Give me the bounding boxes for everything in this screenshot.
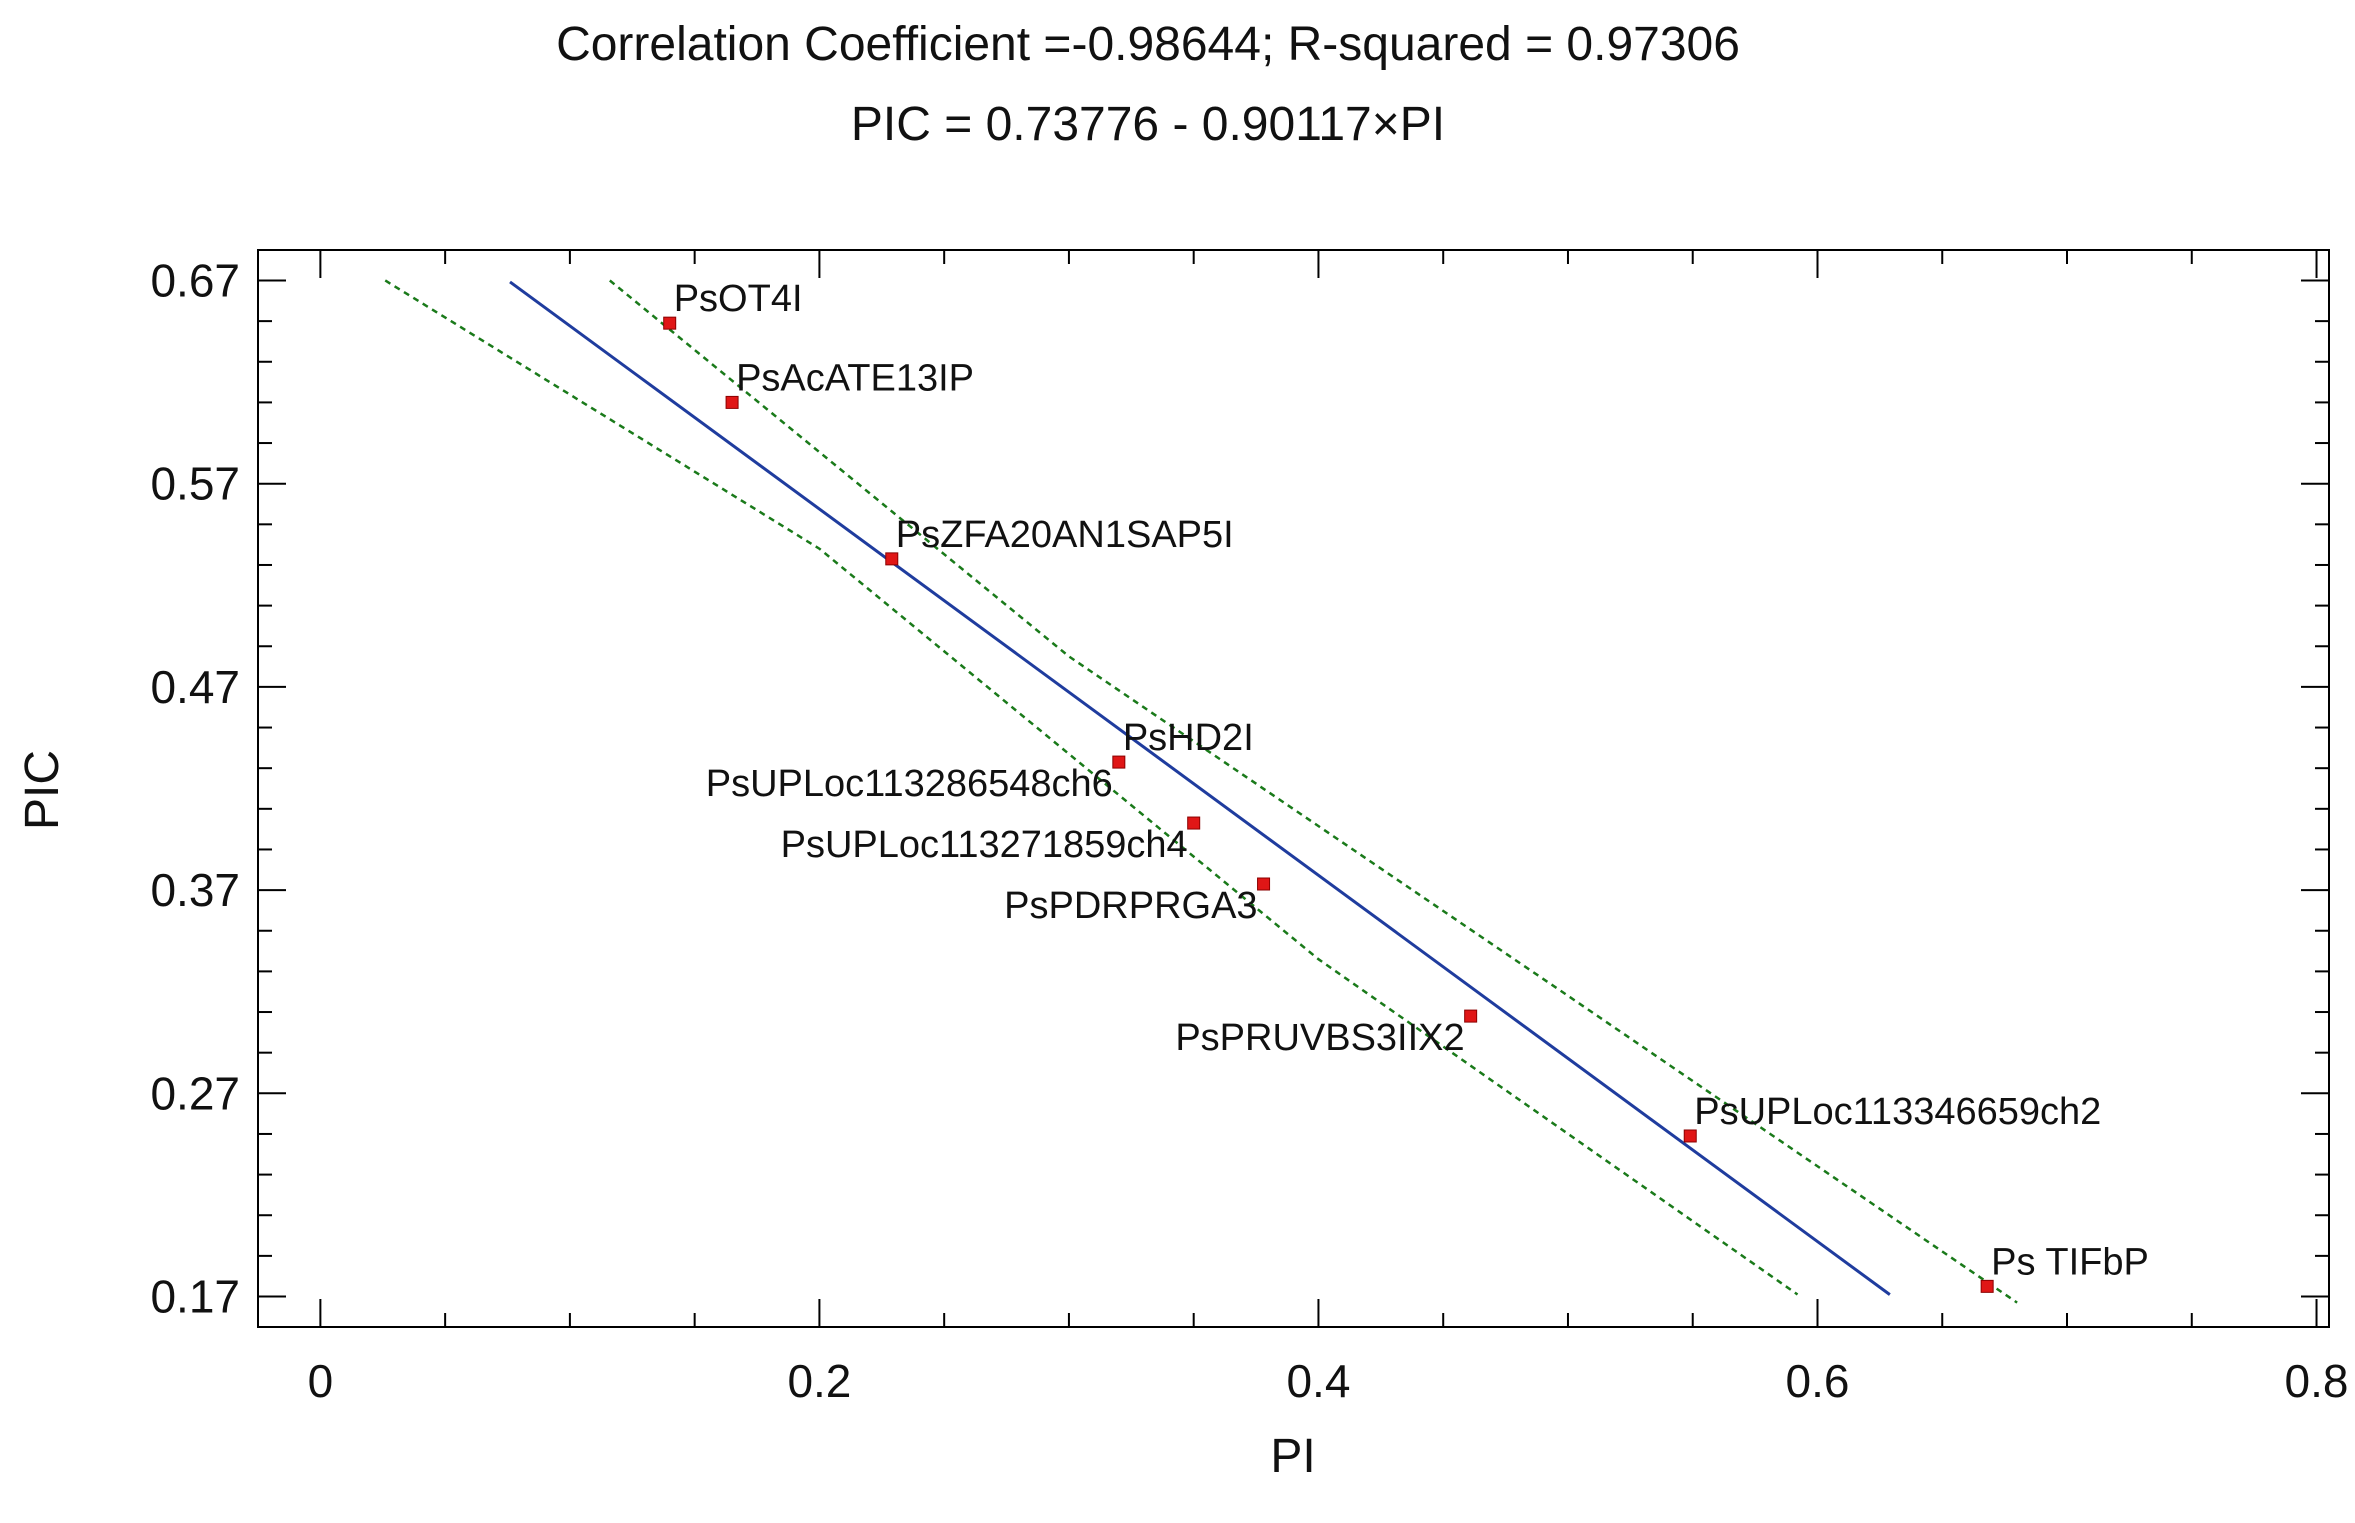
point-label: PsAcATE13IP [736, 357, 974, 399]
y-tick-label: 0.47 [150, 661, 240, 713]
x-tick-label: 0.6 [1786, 1355, 1850, 1407]
data-point [885, 552, 899, 566]
data-point [1464, 1009, 1478, 1023]
point-label: PsPDRPRGA3 [1004, 885, 1257, 927]
y-tick-label: 0.27 [150, 1067, 240, 1119]
point-labels: PsOT4IPsAcATE13IPPsZFA20AN1SAP5IPsHD2IPs… [674, 278, 2149, 1283]
chart-equation: PIC = 0.73776 - 0.90117×PI [851, 98, 1445, 151]
data-points [663, 316, 1994, 1293]
data-point [1112, 755, 1126, 769]
y-tick-label: 0.37 [150, 864, 240, 916]
x-tick-label: 0.2 [787, 1355, 851, 1407]
chart-title: Correlation Coefficient =-0.98644; R-squ… [556, 18, 1740, 71]
data-point [1257, 877, 1271, 891]
axis-ticks: 0 0.2 0.4 0.6 0.8 0.17 0.27 0.37 0.47 0.57 0.67 [150, 250, 2349, 1407]
point-label: PsUPLoc113346659ch2 [1694, 1091, 2101, 1133]
fit-line-group [509, 280, 1891, 1296]
y-tick-label: 0.57 [150, 458, 240, 510]
point-label: PsZFA20AN1SAP5I [896, 514, 1234, 556]
fit-line [509, 280, 1891, 1296]
confidence-bands [384, 279, 2018, 1304]
confidence-band-upper [609, 279, 2018, 1304]
y-axis-label: PIC [16, 750, 69, 830]
point-label: PsUPLoc113286548ch6 [706, 763, 1113, 805]
point-label: PsPRUVBS3IIX2 [1175, 1017, 1464, 1059]
x-tick-label: 0 [308, 1355, 334, 1407]
plot-frame [257, 249, 2330, 1328]
x-tick-label: 0.8 [2285, 1355, 2349, 1407]
point-label: PsUPLoc113271859ch4 [781, 824, 1188, 866]
data-point [1683, 1129, 1697, 1143]
confidence-band-lower [384, 279, 1799, 1296]
data-point [663, 316, 677, 330]
data-point [1980, 1279, 1994, 1293]
y-tick-label: 0.67 [150, 254, 240, 306]
data-point [1187, 816, 1201, 830]
x-axis-label: PI [1270, 1430, 1315, 1483]
point-label: PsHD2I [1123, 717, 1254, 759]
data-point [725, 395, 739, 409]
point-label: PsOT4I [674, 278, 803, 320]
point-label: Ps TIFbP [1991, 1241, 2149, 1283]
y-tick-label: 0.17 [150, 1271, 240, 1323]
x-tick-label: 0.4 [1286, 1355, 1350, 1407]
